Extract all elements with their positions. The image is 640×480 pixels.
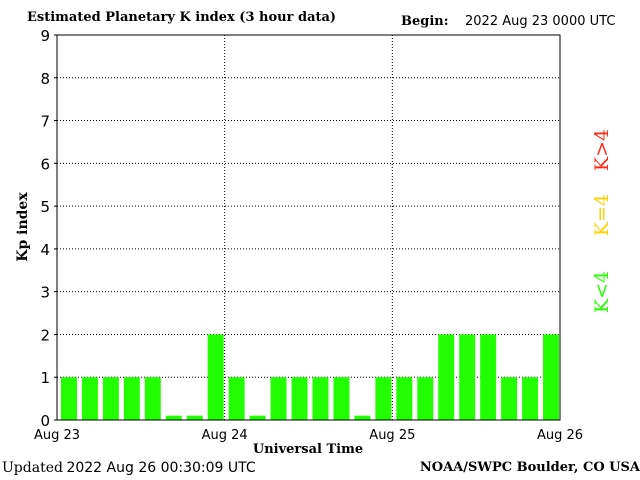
- y-tick-label: 4: [40, 241, 50, 259]
- y-tick-label: 7: [40, 113, 50, 131]
- plot-frame: [56, 34, 561, 421]
- y-axis-label: Kp index: [15, 192, 31, 262]
- y-tick-label: 6: [40, 155, 50, 173]
- kp-bar: [165, 415, 182, 420]
- y-tick-label: 3: [40, 284, 50, 302]
- kp-bar: [459, 334, 476, 420]
- begin-value: 2022 Aug 23 0000 UTC: [465, 14, 616, 29]
- kp-bar: [438, 334, 455, 420]
- kp-bar: [228, 377, 245, 420]
- updated-label: Updated: [2, 460, 63, 476]
- y-tick-label: 9: [40, 27, 50, 45]
- x-tick-label: Aug 23: [34, 428, 80, 443]
- kp-bar: [61, 377, 77, 420]
- kp-bar: [375, 377, 392, 420]
- kp-bar: [144, 377, 161, 420]
- updated-value: 2022 Aug 26 00:30:09 UTC: [66, 460, 256, 476]
- kp-bar: [396, 377, 413, 420]
- begin-label: Begin:: [401, 14, 449, 29]
- y-tick-label: 0: [40, 412, 50, 430]
- x-tick-label: Aug 24: [202, 428, 248, 443]
- kp-bar: [186, 415, 203, 420]
- chart-title: Estimated Planetary K index (3 hour data…: [27, 10, 337, 25]
- kp-bar: [312, 377, 329, 420]
- legend-storm: K>4: [591, 129, 613, 171]
- y-tick-label: 5: [40, 198, 50, 216]
- kp-bar: [291, 377, 308, 420]
- kp-bar: [207, 334, 224, 420]
- y-tick-label: 8: [40, 70, 50, 88]
- legend-threshold: K=4: [591, 194, 613, 236]
- kp-bar: [102, 377, 119, 420]
- kp-bar: [480, 334, 497, 420]
- updated-line: Updated 2022 Aug 26 00:30:09 UTC: [2, 460, 256, 477]
- kp-bar: [501, 377, 518, 420]
- y-tick-label: 1: [40, 369, 50, 387]
- kp-bar: [417, 377, 434, 420]
- kp-bar: [270, 377, 287, 420]
- x-axis-label: Universal Time: [253, 442, 363, 457]
- plot-area: [57, 35, 560, 420]
- kp-bar: [123, 377, 140, 420]
- y-tick-label: 2: [40, 326, 50, 344]
- kp-bar: [354, 415, 371, 420]
- kp-bar: [522, 377, 539, 420]
- kp-bar: [543, 334, 559, 420]
- x-tick-label: Aug 25: [369, 428, 415, 443]
- legend-quiet: K<4: [591, 271, 613, 313]
- x-tick-label: Aug 26: [537, 428, 583, 443]
- credit: NOAA/SWPC Boulder, CO USA: [419, 460, 640, 475]
- kp-bar: [333, 377, 350, 420]
- kp-bar: [249, 415, 266, 420]
- kp-bar: [81, 377, 98, 420]
